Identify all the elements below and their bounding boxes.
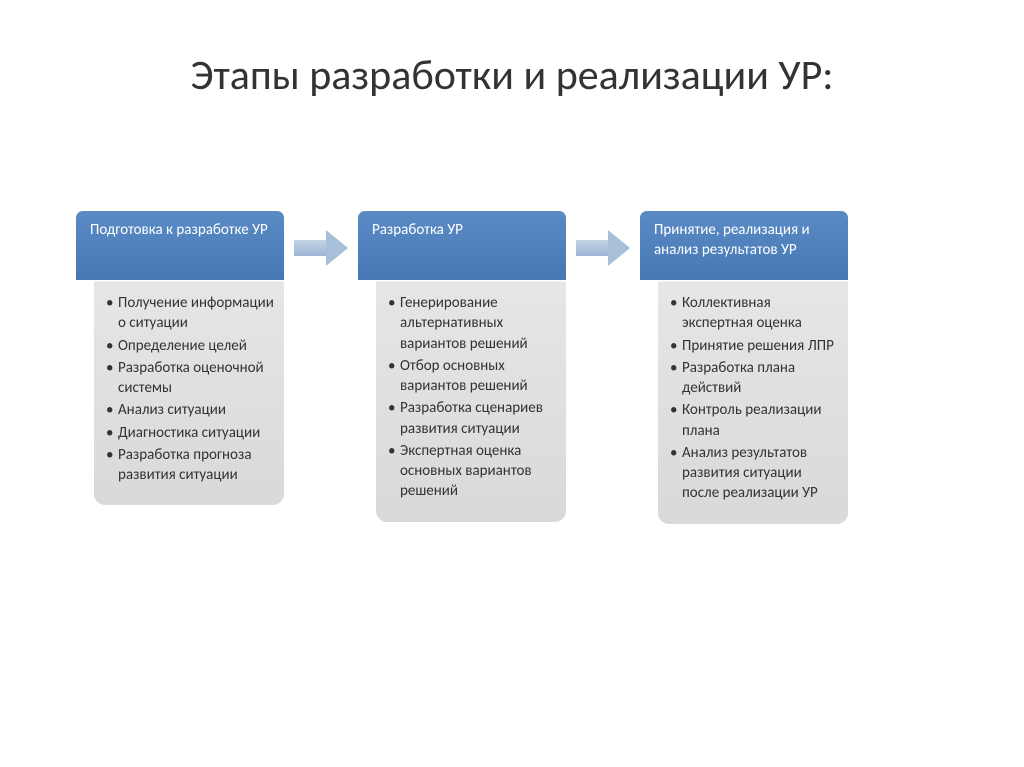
stage-2-body: Генерирование альтернативных вариантов р… [375, 280, 567, 523]
stage-3-header: Принятие, реализация и анализ результато… [639, 210, 849, 280]
list-item: Разработка плана действий [668, 358, 838, 399]
list-item: Разработка сценариев развития ситуации [386, 398, 556, 439]
stage-3-body: Коллективная экспертная оценка Принятие … [657, 280, 849, 525]
list-item: Экспертная оценка основных вариантов реш… [386, 441, 556, 502]
list-item: Контроль реализации плана [668, 400, 838, 441]
stage-1-body: Получение информации о ситуации Определе… [93, 280, 285, 506]
stage-1: Подготовка к разработке УР Получение инф… [75, 210, 285, 506]
list-item: Коллективная экспертная оценка [668, 293, 838, 334]
diagram-container: Подготовка к разработке УР Получение инф… [75, 210, 964, 525]
arrow-icon [293, 230, 349, 266]
stage-3: Принятие, реализация и анализ результато… [639, 210, 849, 525]
list-item: Анализ ситуации [104, 400, 274, 420]
list-item: Генерирование альтернативных вариантов р… [386, 293, 556, 354]
arrow-2 [567, 210, 639, 266]
stage-2-header: Разработка УР [357, 210, 567, 280]
arrow-icon [575, 230, 631, 266]
list-item: Отбор основных вариантов решений [386, 356, 556, 397]
list-item: Диагностика ситуации [104, 423, 274, 443]
list-item: Разработка оценочной системы [104, 358, 274, 399]
stage-2: Разработка УР Генерирование альтернативн… [357, 210, 567, 523]
slide-title: Этапы разработки и реализации УР: [60, 50, 964, 101]
list-item: Получение информации о ситуации [104, 293, 274, 334]
list-item: Разработка прогноза развития ситуации [104, 445, 274, 486]
arrow-1 [285, 210, 357, 266]
list-item: Анализ результатов развития ситуации пос… [668, 443, 838, 504]
list-item: Принятие решения ЛПР [668, 336, 838, 356]
list-item: Определение целей [104, 336, 274, 356]
stage-1-header: Подготовка к разработке УР [75, 210, 285, 280]
